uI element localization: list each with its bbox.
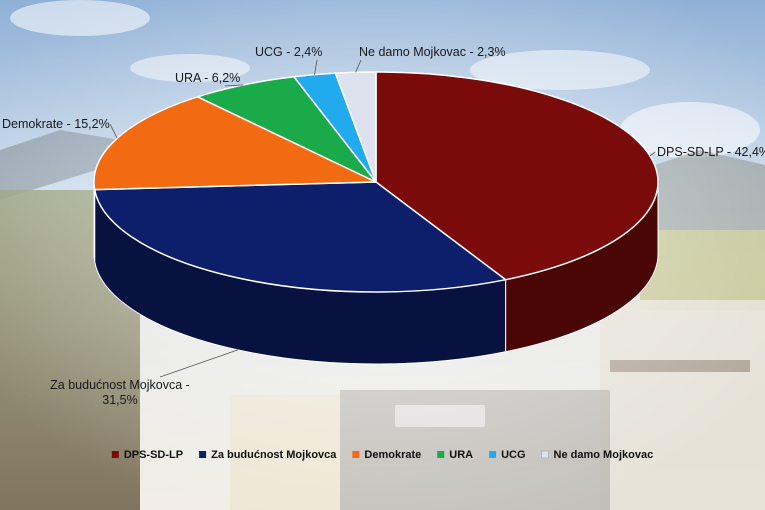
legend-label-ura: URA — [449, 449, 473, 461]
slice-za-budu-nost-mojkovca — [93, 181, 507, 293]
label-ucg: UCG - 2,4% — [255, 45, 322, 59]
leader-demokrate — [109, 123, 118, 139]
leader-dps-sd-lp — [649, 151, 656, 157]
legend-label-ucg: UCG — [501, 449, 525, 461]
leader-ucg — [314, 59, 318, 75]
label-za-budu-nost-mojkovca: Za budućnost Mojkovca -31,5% — [50, 378, 190, 407]
legend-swatch-ne-damo-mojkovac — [541, 450, 549, 459]
leader-ne-damo-mojkovac — [355, 59, 362, 73]
legend-swatch-za-budu-nost-mojkovca — [199, 451, 207, 458]
leader-ura — [224, 84, 244, 87]
pie-top — [93, 71, 659, 293]
label-dps-sd-lp: DPS-SD-LP - 42,4% — [657, 145, 765, 159]
legend-label-demokrate: Demokrate — [364, 449, 421, 461]
label-leaders — [109, 59, 656, 378]
leader-za-budu-nost-mojkovca — [159, 349, 238, 378]
slice-labels: DPS-SD-LP - 42,4% Za budućnost Mojkovca -… — [2, 45, 765, 407]
legend-label-ne-damo-mojkovac: Ne damo Mojkovac — [554, 449, 654, 461]
legend-label-dps-sd-lp: DPS-SD-LP — [124, 449, 183, 461]
legend-swatch-ura — [437, 451, 445, 458]
legend-swatch-dps-sd-lp — [111, 451, 119, 458]
legend-label-za-budu-nost-mojkovca: Za budućnost Mojkovca — [211, 449, 337, 461]
legend: DPS-SD-LP Za budućnost Mojkovca Demokrate U… — [111, 449, 654, 461]
label-ura: URA - 6,2% — [175, 71, 240, 85]
label-ne-damo-mojkovac: Ne damo Mojkovac - 2,3% — [359, 45, 506, 59]
legend-swatch-demokrate — [352, 451, 360, 458]
side-demokrate — [93, 181, 96, 262]
legend-swatch-ucg — [489, 451, 497, 458]
label-demokrate: Demokrate - 15,2% — [2, 117, 110, 131]
slice-demokrate — [93, 96, 377, 191]
